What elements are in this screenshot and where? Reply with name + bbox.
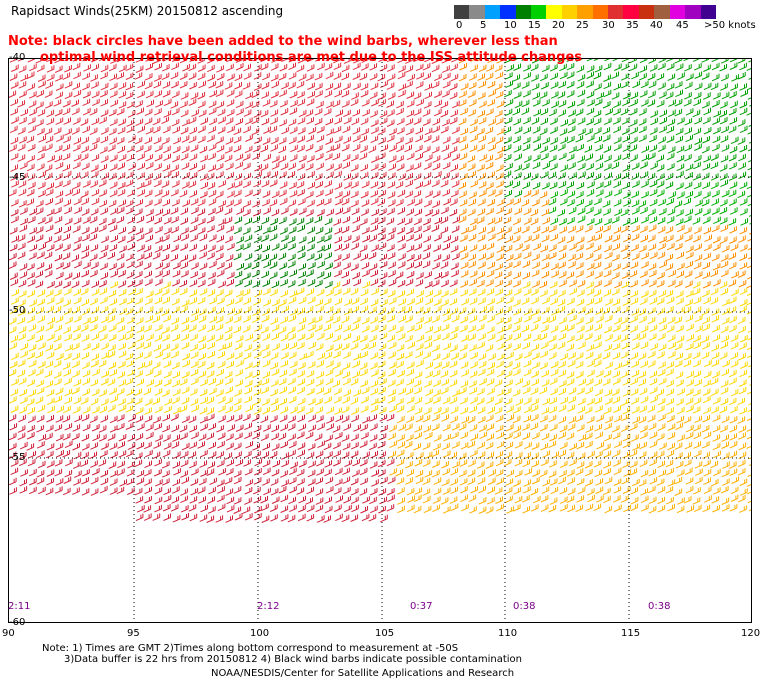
note-line-2: optimal wind retrieval conditions are me… (40, 50, 583, 65)
lat-label: -45 (9, 172, 26, 183)
lon-label: 120 (741, 628, 760, 639)
lon-label: 115 (621, 628, 641, 639)
credit-line: NOAA/NESDIS/Center for Satellite Applica… (211, 668, 515, 679)
colorbar-swatch (577, 5, 593, 19)
contamination-note: Note: black circles have been added to t… (8, 34, 582, 66)
colorbar-label: 35 (626, 20, 639, 31)
colorbar-swatch (700, 5, 716, 19)
colorbar-swatch (623, 5, 639, 19)
map-frame (8, 58, 752, 623)
lon-label: 100 (250, 628, 270, 639)
colorbar-labels: 0 5 10 15 20 25 30 35 40 45 >50 knots (454, 20, 760, 34)
wind-barb-layer (8, 58, 752, 523)
colorbar-label: 40 (650, 20, 663, 31)
lon-label: 95 (127, 628, 140, 639)
wind-barb-map (8, 58, 752, 623)
colorbar-swatch (469, 5, 485, 19)
lat-lon-grid (8, 58, 752, 623)
colorbar-swatch (638, 5, 655, 19)
pass-time-label: 0:37 (410, 601, 433, 612)
colorbar-label: >50 knots (704, 20, 756, 31)
colorbar-swatch (500, 5, 516, 19)
colorbar-swatch (654, 5, 670, 19)
pass-time-label: 0:38 (648, 601, 671, 612)
lat-label: -50 (9, 305, 26, 316)
wind-speed-colorbar (454, 5, 716, 19)
colorbar-label: 5 (480, 20, 487, 31)
colorbar-label: 10 (504, 20, 517, 31)
lon-label: 105 (375, 628, 395, 639)
footer-notes: Note: 1) Times are GMT 2)Times along bot… (42, 643, 522, 665)
colorbar-swatch (546, 5, 562, 19)
colorbar-label: 25 (576, 20, 589, 31)
colorbar-swatch (531, 5, 547, 19)
colorbar-swatch (515, 5, 532, 19)
footer-line-2: 3)Data buffer is 22 hrs from 20150812 4)… (64, 654, 522, 665)
lat-label: -55 (9, 452, 26, 463)
colorbar-label: 0 (456, 20, 463, 31)
colorbar-swatch (592, 5, 609, 19)
colorbar-swatch (454, 5, 470, 19)
colorbar-label: 15 (528, 20, 541, 31)
colorbar-label: 30 (602, 20, 615, 31)
map-title: Rapidsact Winds(25KM) 20150812 ascending (11, 4, 284, 18)
colorbar-swatch (685, 5, 701, 19)
pass-time-label: 2:12 (257, 601, 280, 612)
lon-label: 90 (2, 628, 15, 639)
lat-label: -60 (9, 617, 26, 628)
colorbar-label: 45 (676, 20, 689, 31)
note-line-1: Note: black circles have been added to t… (8, 34, 558, 49)
pass-time-label: 2:11 (8, 601, 31, 612)
colorbar-swatch (669, 5, 686, 19)
colorbar-swatch (561, 5, 578, 19)
colorbar-label: 20 (552, 20, 565, 31)
lon-label: 110 (498, 628, 518, 639)
colorbar-swatch (608, 5, 624, 19)
colorbar-swatch (484, 5, 501, 19)
lat-label: -40 (9, 52, 26, 63)
pass-time-label: 0:38 (513, 601, 536, 612)
footer-line-1: Note: 1) Times are GMT 2)Times along bot… (42, 643, 459, 654)
